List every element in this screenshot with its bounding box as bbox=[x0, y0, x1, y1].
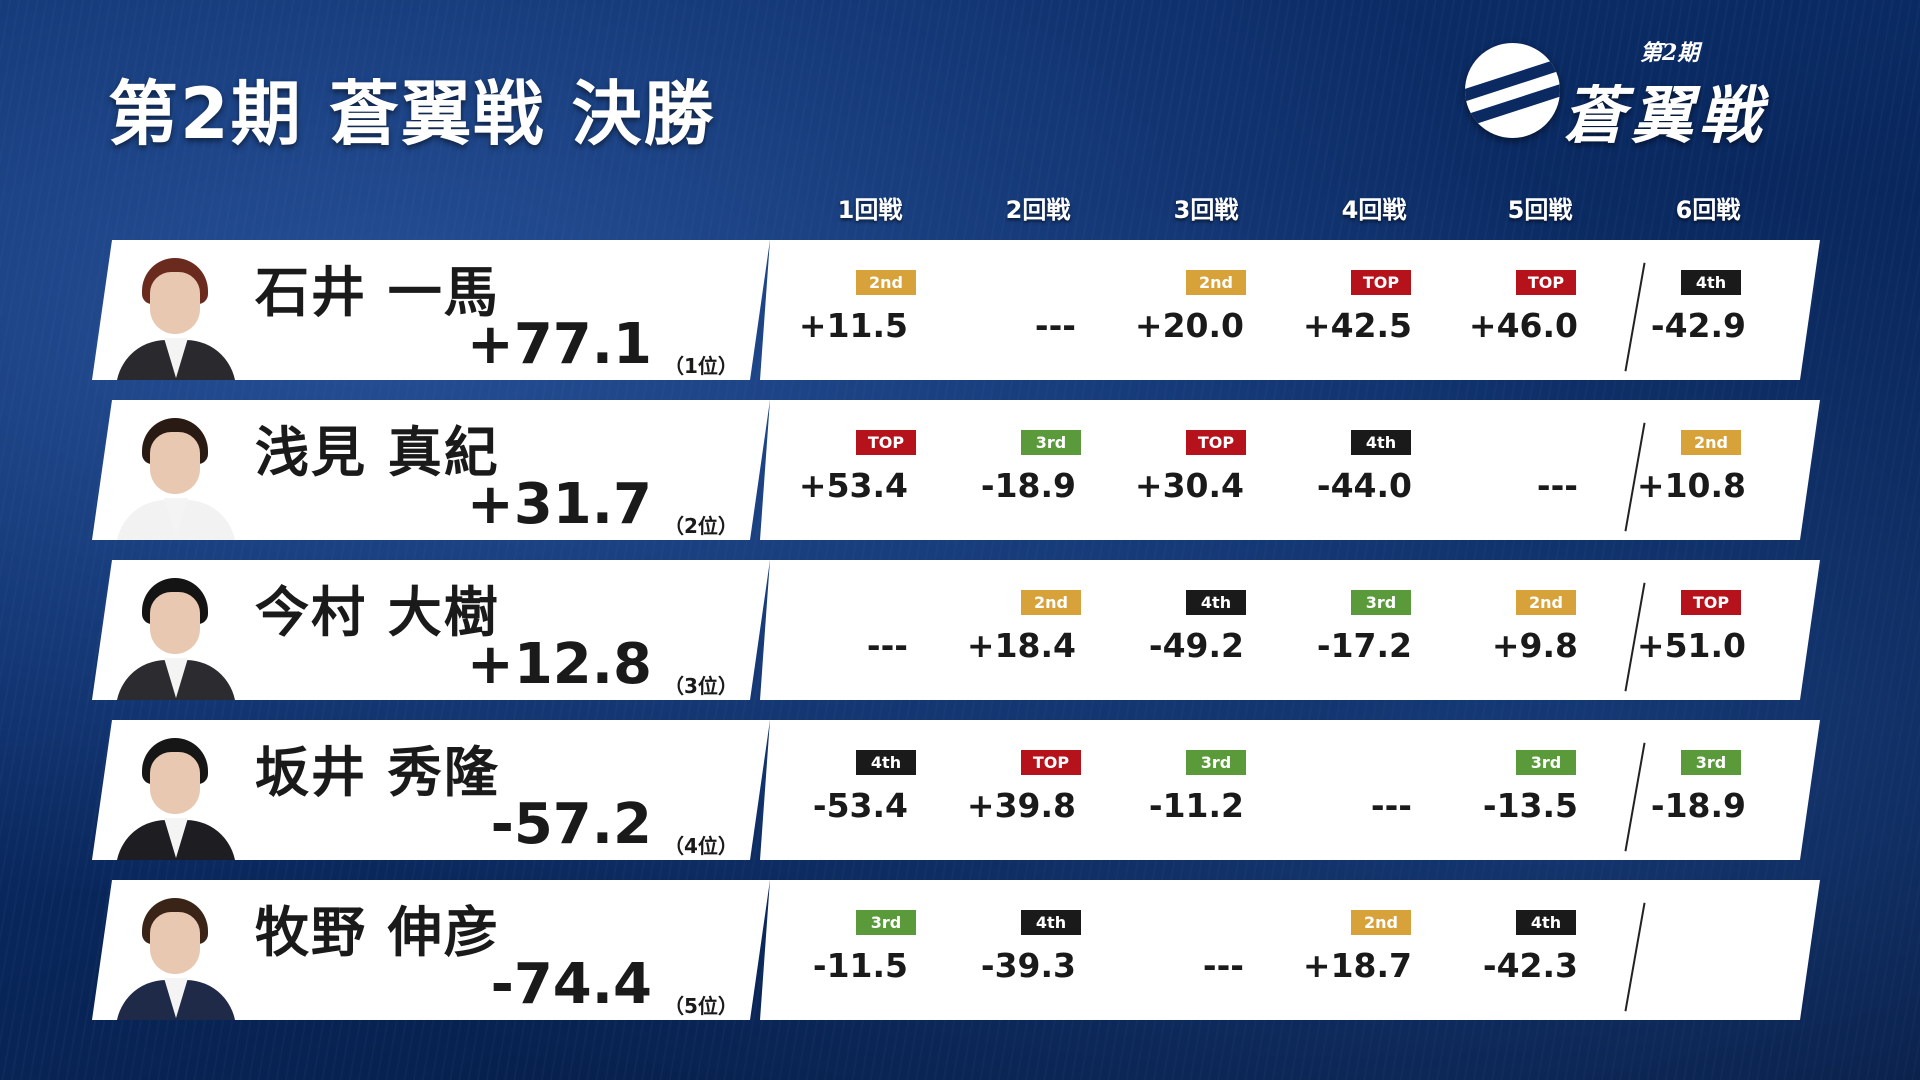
game-placement-badge: 4th bbox=[1681, 270, 1741, 295]
game-placement-badge: 3rd bbox=[856, 910, 916, 935]
player-name: 今村 大樹 bbox=[255, 581, 500, 644]
column-header-game-6: 6回戦 bbox=[1675, 196, 1741, 224]
game-score: +46.0 bbox=[1468, 306, 1578, 345]
player-rank: （1位） bbox=[664, 354, 738, 378]
column-header-game-3: 3回戦 bbox=[1173, 196, 1239, 224]
player-rank: （3位） bbox=[664, 674, 738, 698]
game-score: -11.2 bbox=[1148, 786, 1244, 825]
game-score: -39.3 bbox=[980, 946, 1076, 985]
game-scores-panel bbox=[760, 880, 1820, 1020]
player-photo bbox=[112, 892, 240, 1020]
player-total-score: +31.7 bbox=[466, 472, 652, 537]
column-header-game-2: 2回戦 bbox=[1005, 196, 1071, 224]
game-placement-badge: 3rd bbox=[1021, 430, 1081, 455]
tournament-logo: 第2期 蒼翼戦 bbox=[1455, 35, 1785, 152]
game-score: -49.2 bbox=[1148, 626, 1244, 665]
game-placement-badge: 2nd bbox=[1021, 590, 1081, 615]
game-score: -13.5 bbox=[1482, 786, 1578, 825]
page-title: 第2期 蒼翼戦 決勝 bbox=[108, 73, 716, 155]
game-placement-badge: TOP bbox=[1186, 430, 1246, 455]
game-score: --- bbox=[1202, 946, 1244, 985]
column-header-game-1: 1回戦 bbox=[837, 196, 903, 224]
game-score: +18.4 bbox=[966, 626, 1076, 665]
player-name: 浅見 真紀 bbox=[255, 421, 500, 484]
game-score: -42.3 bbox=[1482, 946, 1578, 985]
game-score: --- bbox=[1034, 306, 1076, 345]
player-photo bbox=[112, 732, 240, 860]
game-placement-badge: 2nd bbox=[1681, 430, 1741, 455]
player-total-score: -57.2 bbox=[490, 792, 652, 857]
game-score: +11.5 bbox=[798, 306, 908, 345]
game-score: -17.2 bbox=[1316, 626, 1412, 665]
player-name: 坂井 秀隆 bbox=[255, 741, 500, 804]
game-placement-badge: TOP bbox=[1021, 750, 1081, 775]
player-name: 牧野 伸彦 bbox=[255, 901, 500, 964]
game-placement-badge: 2nd bbox=[856, 270, 916, 295]
player-total-score: -74.4 bbox=[490, 952, 652, 1017]
game-placement-badge: 3rd bbox=[1351, 590, 1411, 615]
game-placement-badge: 4th bbox=[1351, 430, 1411, 455]
game-placement-badge: 4th bbox=[1186, 590, 1246, 615]
game-score: -18.9 bbox=[980, 466, 1076, 505]
game-score: -18.9 bbox=[1650, 786, 1746, 825]
game-placement-badge: 4th bbox=[1516, 910, 1576, 935]
player-name: 石井 一馬 bbox=[255, 261, 500, 324]
game-placement-badge: 2nd bbox=[1516, 590, 1576, 615]
player-row: 牧野 伸彦 -74.4 （5位） 3rd -11.5 4th -39.3 --- 2nd +18.… bbox=[0, 880, 1920, 1020]
game-score: +20.0 bbox=[1134, 306, 1244, 345]
player-rank: （5位） bbox=[664, 994, 738, 1018]
game-score: --- bbox=[1370, 786, 1412, 825]
player-photo bbox=[112, 412, 240, 540]
game-placement-badge: TOP bbox=[1681, 590, 1741, 615]
game-score: -53.4 bbox=[812, 786, 908, 825]
game-score: +10.8 bbox=[1636, 466, 1746, 505]
game-placement-badge: TOP bbox=[1351, 270, 1411, 295]
game-placement-badge: 3rd bbox=[1186, 750, 1246, 775]
column-header-game-4: 4回戦 bbox=[1341, 196, 1407, 224]
game-score: -44.0 bbox=[1316, 466, 1412, 505]
game-placement-badge: 3rd bbox=[1516, 750, 1576, 775]
player-row: 坂井 秀隆 -57.2 （4位） 4th -53.4 TOP +39.8 3rd -11.2 --… bbox=[0, 720, 1920, 860]
game-score: +18.7 bbox=[1302, 946, 1412, 985]
game-placement-badge: 2nd bbox=[1351, 910, 1411, 935]
player-row: 浅見 真紀 +31.7 （2位） TOP +53.4 3rd -18.9 TOP +30.4 4t… bbox=[0, 400, 1920, 540]
game-score: +51.0 bbox=[1636, 626, 1746, 665]
player-photo bbox=[112, 572, 240, 700]
game-placement-badge: 3rd bbox=[1681, 750, 1741, 775]
player-rank: （2位） bbox=[664, 514, 738, 538]
player-row: 今村 大樹 +12.8 （3位） --- 2nd +18.4 4th -49.2 3rd -17.… bbox=[0, 560, 1920, 700]
game-score: +9.8 bbox=[1491, 626, 1578, 665]
player-rank: （4位） bbox=[664, 834, 738, 858]
game-score: --- bbox=[1536, 466, 1578, 505]
player-total-score: +12.8 bbox=[466, 632, 652, 697]
game-placement-badge: TOP bbox=[1516, 270, 1576, 295]
game-placement-badge: TOP bbox=[856, 430, 916, 455]
logo-text: 蒼翼戦 bbox=[1563, 79, 1768, 152]
logo-subtitle: 第2期 bbox=[1640, 40, 1700, 66]
logo-mark-icon bbox=[1465, 43, 1560, 138]
game-score: +42.5 bbox=[1302, 306, 1412, 345]
game-score: --- bbox=[866, 626, 908, 665]
game-score: +39.8 bbox=[966, 786, 1076, 825]
game-score: -11.5 bbox=[812, 946, 908, 985]
player-total-score: +77.1 bbox=[466, 312, 652, 377]
player-photo bbox=[112, 252, 240, 380]
column-header-game-5: 5回戦 bbox=[1507, 196, 1573, 224]
game-placement-badge: 2nd bbox=[1186, 270, 1246, 295]
game-score: +53.4 bbox=[798, 466, 908, 505]
game-score: +30.4 bbox=[1134, 466, 1244, 505]
game-score: -42.9 bbox=[1650, 306, 1746, 345]
game-placement-badge: 4th bbox=[856, 750, 916, 775]
player-row: 石井 一馬 +77.1 （1位） 2nd +11.5 --- 2nd +20.0 TOP +42.… bbox=[0, 240, 1920, 380]
game-placement-badge: 4th bbox=[1021, 910, 1081, 935]
